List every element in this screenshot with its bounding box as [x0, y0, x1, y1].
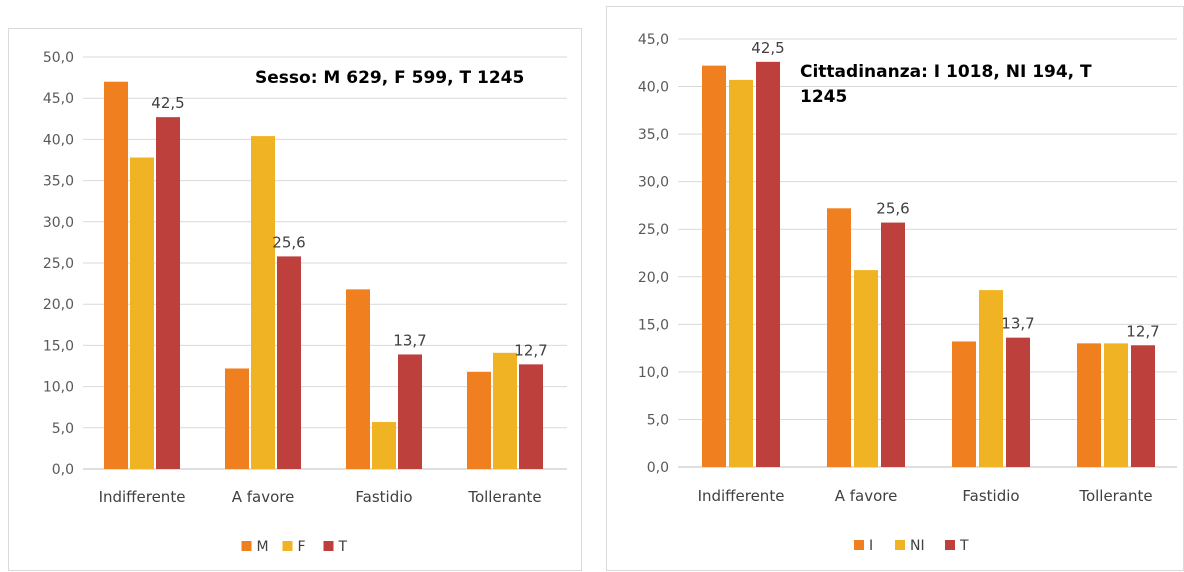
sesso-category-label: Tollerante: [467, 488, 541, 506]
chart-cittadinanza-canvas: 0,0 5,0 10,0 15,0 20,0 25,0 30,0 35,0 40,0 45,0 42…: [638, 32, 1177, 554]
cittadinanza-bar-ni-1: [854, 270, 878, 467]
cittadinanza-data-label: 13,7: [1001, 315, 1034, 333]
sesso-y-tick-label: 35,0: [43, 174, 74, 190]
sesso-y-tick-label: 45,0: [43, 91, 74, 107]
sesso-y-tick-label: 15,0: [43, 338, 74, 354]
cittadinanza-y-tick-label: 5,0: [647, 412, 669, 428]
cittadinanza-y-tick-label: 35,0: [638, 127, 669, 143]
cittadinanza-bar-t-2: [1006, 337, 1030, 467]
cittadinanza-bar-i-3: [1077, 343, 1101, 467]
sesso-bar-t-1: [277, 256, 301, 469]
sesso-category-label: Indifferente: [99, 488, 186, 506]
cittadinanza-y-tick-label: 15,0: [638, 317, 669, 333]
cittadinanza-category-label: Indifferente: [698, 487, 785, 505]
sesso-data-label: 42,5: [151, 94, 184, 112]
sesso-bar-t-0: [156, 117, 180, 469]
sesso-category-label: Fastidio: [355, 488, 412, 506]
chart-sesso-canvas: 0,0 5,0 10,0 15,0 20,0 25,0 30,0 35,0 40,0 45,0 50…: [43, 50, 567, 555]
cittadinanza-y-tick-label: 45,0: [638, 32, 669, 48]
sesso-y-tick-label: 0,0: [52, 462, 74, 478]
cittadinanza-bar-ni-0: [729, 79, 753, 468]
cittadinanza-legend-label: NI: [910, 538, 925, 554]
cittadinanza-chart-title: 1245: [800, 87, 847, 107]
sesso-y-tick-label: 20,0: [43, 297, 74, 313]
cittadinanza-chart-title: Cittadinanza: I 1018, NI 194, T: [800, 62, 1092, 82]
sesso-legend-label: T: [338, 539, 348, 555]
sesso-data-label: 13,7: [393, 331, 426, 349]
cittadinanza-data-label: 25,6: [876, 200, 909, 218]
cittadinanza-y-tick-label: 30,0: [638, 175, 669, 191]
sesso-y-tick-label: 50,0: [43, 50, 74, 66]
cittadinanza-bar-i-1: [827, 208, 851, 467]
cittadinanza-bar-t-1: [881, 222, 905, 467]
cittadinanza-category-label: Tollerante: [1078, 487, 1152, 505]
sesso-bar-m-3: [467, 371, 491, 469]
sesso-bar-m-1: [225, 368, 249, 469]
sesso-y-tick-label: 30,0: [43, 215, 74, 231]
sesso-bar-t-2: [398, 354, 422, 469]
sesso-legend-label: M: [257, 539, 269, 555]
cittadinanza-legend-swatch-i: [854, 540, 864, 550]
sesso-chart-title: Sesso: M 629, F 599, T 1245: [255, 68, 524, 88]
sesso-bar-f-3: [493, 352, 517, 469]
sesso-bar-m-2: [346, 289, 370, 469]
cittadinanza-bar-ni-2: [979, 290, 1003, 467]
sesso-bar-f-1: [251, 136, 275, 469]
sesso-y-tick-label: 40,0: [43, 132, 74, 148]
sesso-legend-swatch-t: [323, 541, 334, 551]
cittadinanza-bar-i-0: [702, 65, 726, 468]
sesso-legend-swatch-f: [282, 541, 293, 551]
cittadinanza-category-label: A favore: [835, 487, 898, 505]
cittadinanza-y-tick-label: 20,0: [638, 270, 669, 286]
cittadinanza-legend-swatch-t: [945, 540, 955, 550]
sesso-bar-f-2: [372, 422, 396, 469]
sesso-legend-label: F: [298, 539, 306, 555]
cittadinanza-y-tick-label: 25,0: [638, 222, 669, 238]
sesso-bar-m-0: [104, 81, 128, 469]
sesso-data-label: 25,6: [272, 233, 305, 251]
cittadinanza-y-tick-label: 0,0: [647, 460, 669, 476]
cittadinanza-bar-t-0: [756, 61, 780, 468]
cittadinanza-bar-i-2: [952, 341, 976, 467]
cittadinanza-data-label: 42,5: [751, 39, 784, 57]
cittadinanza-legend-swatch-ni: [895, 540, 905, 550]
sesso-legend-swatch-m: [241, 541, 252, 551]
cittadinanza-y-tick-label: 10,0: [638, 365, 669, 381]
sesso-bar-t-3: [519, 364, 543, 469]
cittadinanza-bar-t-3: [1131, 345, 1155, 467]
cittadinanza-legend-label: I: [869, 538, 873, 554]
chart-sesso: 0,0 5,0 10,0 15,0 20,0 25,0 30,0 35,0 40,0 45,0 50…: [8, 28, 582, 571]
cittadinanza-bar-ni-3: [1104, 343, 1128, 467]
chart-cittadinanza: 0,0 5,0 10,0 15,0 20,0 25,0 30,0 35,0 40,0 45,0 42…: [606, 6, 1184, 571]
sesso-bar-f-0: [130, 157, 154, 469]
sesso-y-tick-label: 10,0: [43, 380, 74, 396]
cittadinanza-legend-label: T: [959, 538, 969, 554]
sesso-y-tick-label: 25,0: [43, 256, 74, 272]
cittadinanza-y-tick-label: 40,0: [638, 80, 669, 96]
cittadinanza-category-label: Fastidio: [962, 487, 1019, 505]
sesso-y-tick-label: 5,0: [52, 421, 74, 437]
cittadinanza-data-label: 12,7: [1126, 322, 1159, 340]
sesso-category-label: A favore: [232, 488, 295, 506]
sesso-data-label: 12,7: [514, 341, 547, 359]
